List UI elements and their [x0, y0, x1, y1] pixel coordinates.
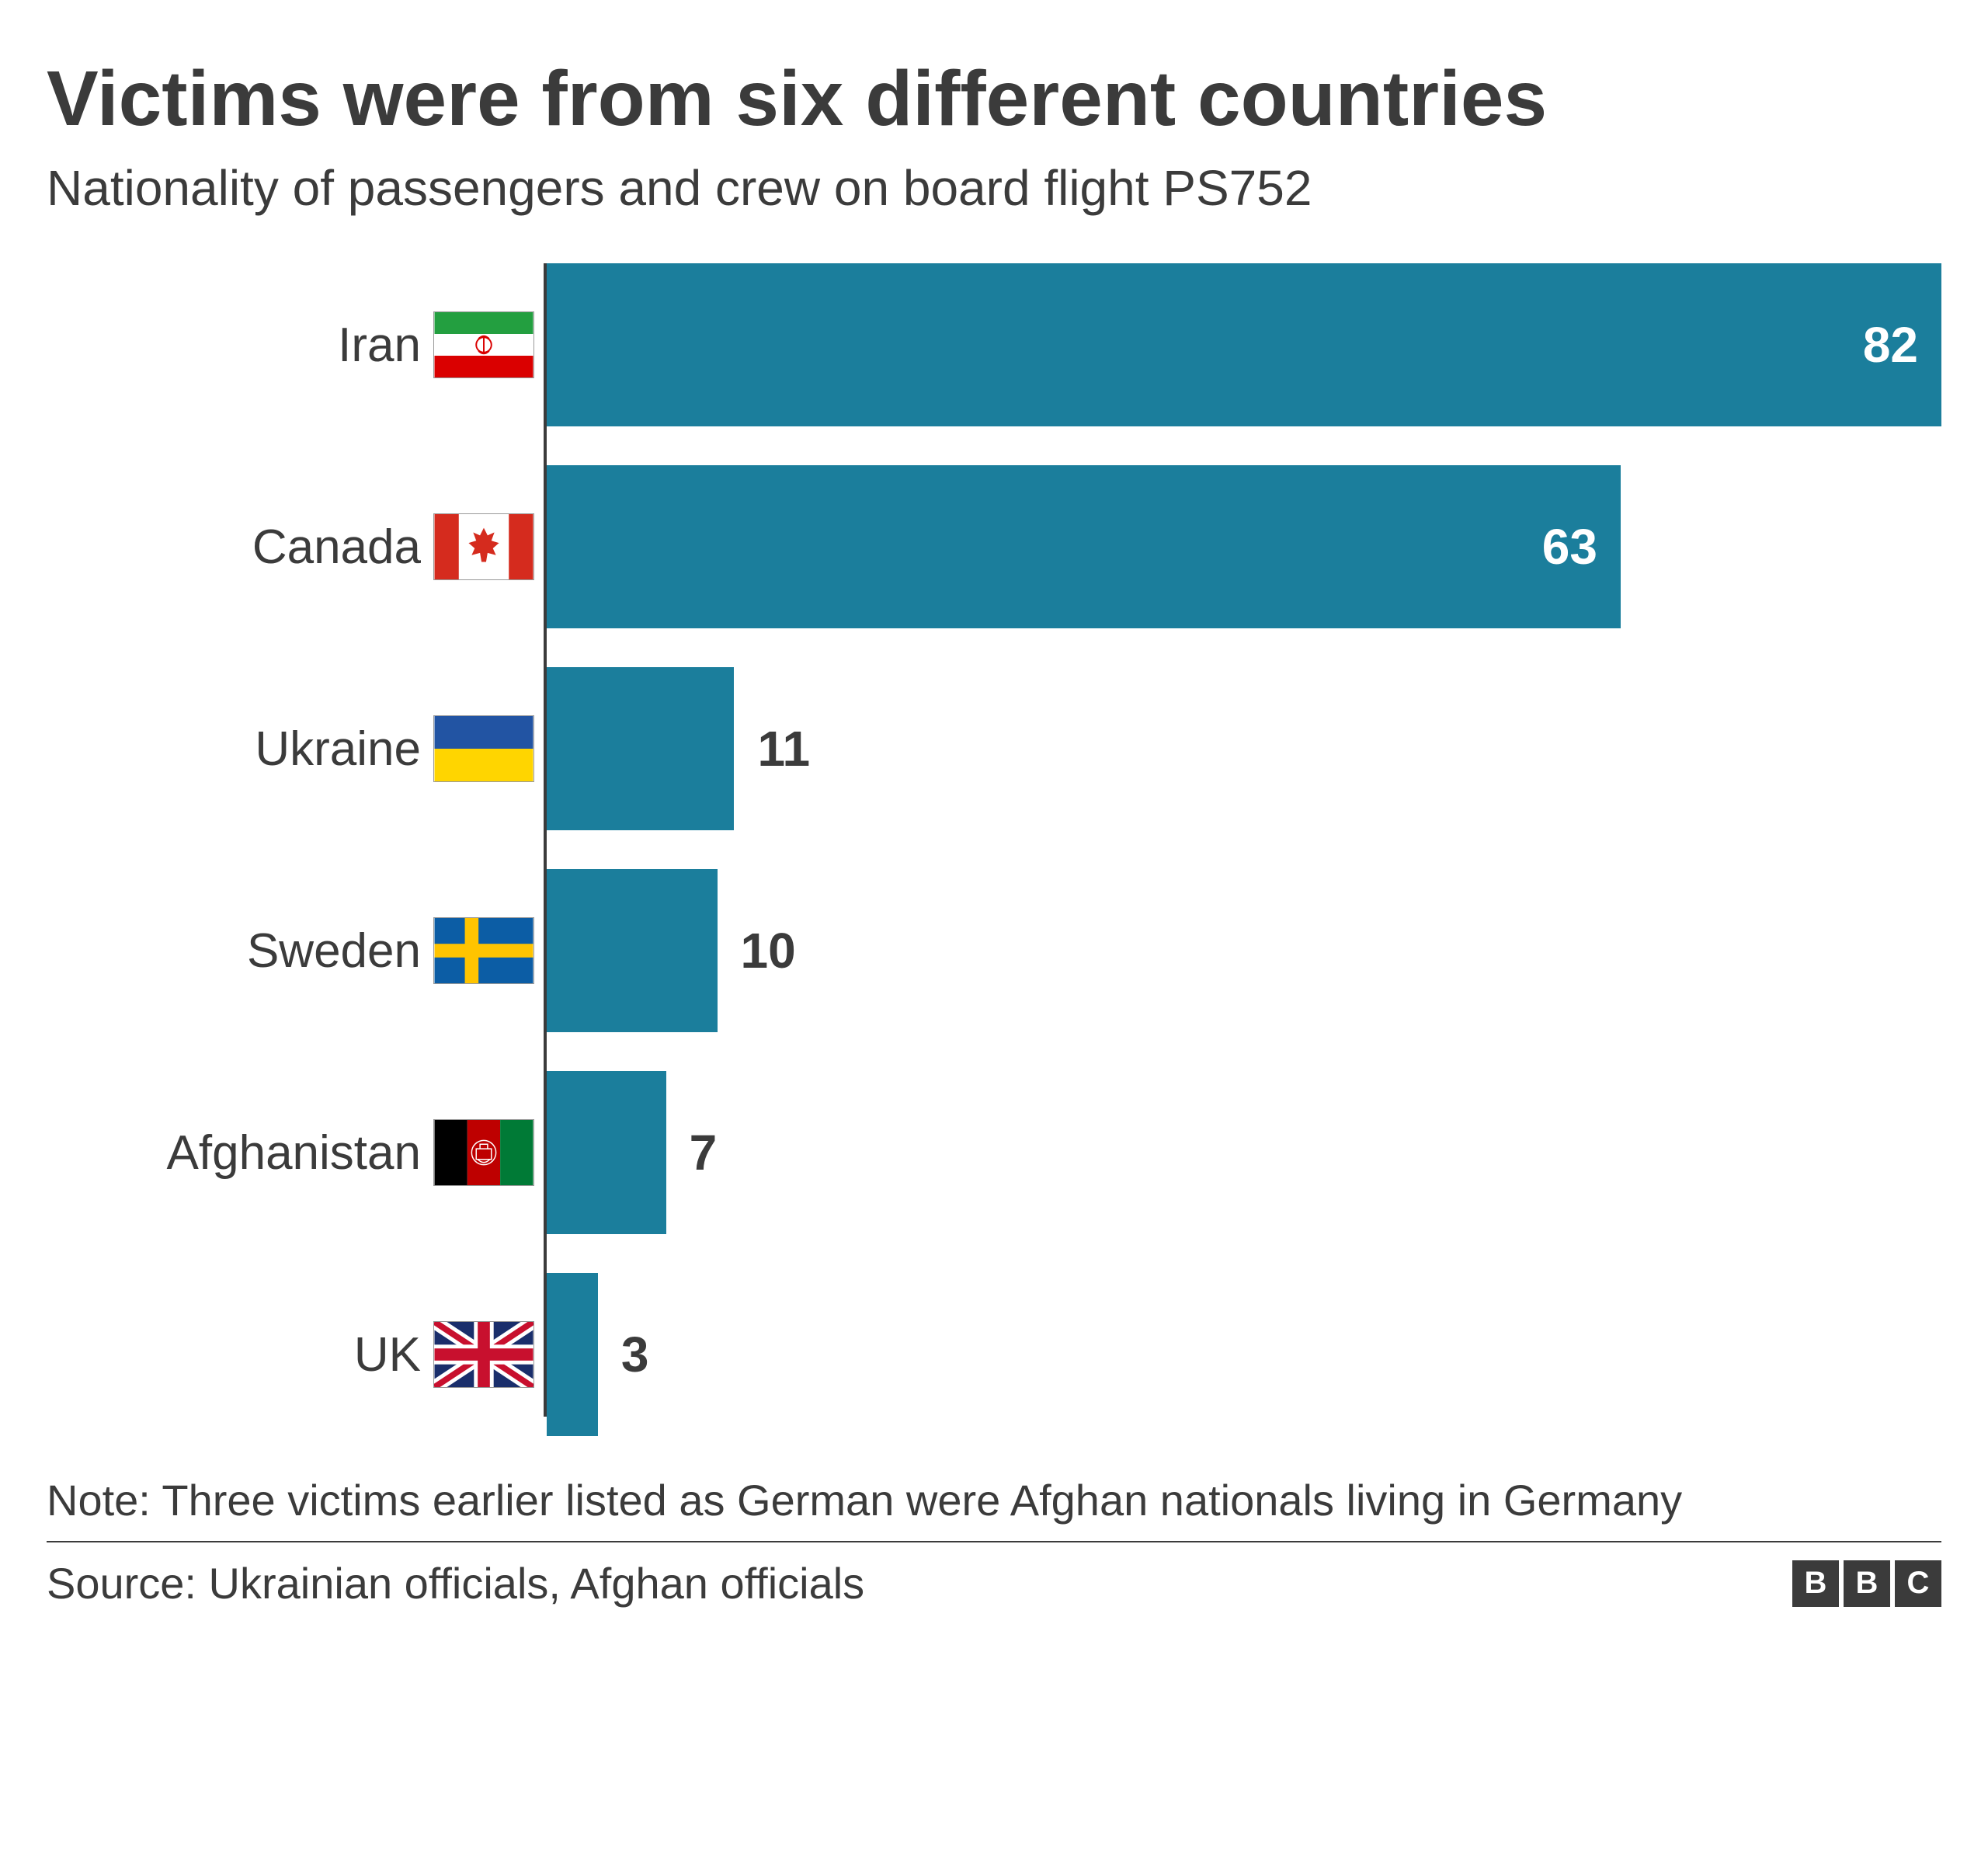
source-text: Source: Ukrainian officials, Afghan offi…: [47, 1558, 864, 1608]
country-label: Sweden: [247, 923, 421, 979]
footer: Source: Ukrainian officials, Afghan offi…: [47, 1558, 1941, 1608]
country-label: Ukraine: [255, 722, 421, 777]
page-subtitle: Nationality of passengers and crew on bo…: [47, 159, 1941, 217]
uk-flag-icon: [433, 1321, 534, 1388]
bbc-block: C: [1895, 1560, 1941, 1607]
row-label-wrap: Sweden: [247, 917, 534, 984]
bar-row: Sweden 10: [544, 869, 1941, 1032]
page-title: Victims were from six different countrie…: [47, 54, 1941, 144]
bar-row: Canada 63: [544, 465, 1941, 628]
row-label-wrap: UK: [354, 1321, 534, 1388]
y-axis-line: [544, 263, 547, 1417]
afghanistan-flag-icon: [433, 1119, 534, 1186]
bar-row: Iran 82: [544, 263, 1941, 426]
row-label-wrap: Canada: [252, 513, 534, 580]
bar-row: Afghanistan 7: [544, 1071, 1941, 1234]
ukraine-flag-icon: [433, 715, 534, 782]
bbc-block: B: [1792, 1560, 1839, 1607]
iran-flag-icon: [433, 311, 534, 378]
row-label-wrap: Ukraine: [255, 715, 534, 782]
canada-flag-icon: [433, 513, 534, 580]
bar: 82: [547, 263, 1941, 426]
country-label: UK: [354, 1327, 421, 1382]
sweden-flag-icon: [433, 917, 534, 984]
bbc-block: B: [1844, 1560, 1890, 1607]
bar-value: 63: [1542, 518, 1597, 576]
bbc-logo: BBC: [1792, 1560, 1941, 1607]
row-label-wrap: Iran: [338, 311, 534, 378]
bar-value: 11: [757, 720, 810, 777]
bar: [547, 667, 734, 830]
bar: 63: [547, 465, 1621, 628]
bar-row: Ukraine 11: [544, 667, 1941, 830]
bar: [547, 1071, 666, 1234]
country-label: Afghanistan: [167, 1125, 421, 1181]
bar-value: 7: [690, 1124, 718, 1181]
bar-value: 3: [621, 1326, 649, 1383]
row-label-wrap: Afghanistan: [167, 1119, 534, 1186]
bar-value: 10: [741, 922, 796, 979]
country-label: Canada: [252, 520, 421, 575]
bar: [547, 869, 718, 1032]
bar-row: UK 3: [544, 1273, 1941, 1436]
bar-value: 82: [1863, 316, 1918, 374]
bar: [547, 1273, 598, 1436]
chart-note: Note: Three victims earlier listed as Ge…: [47, 1475, 1941, 1542]
country-label: Iran: [338, 318, 421, 373]
bar-chart: Iran 82 Canada 63 Ukraine 11 Sweden: [47, 263, 1941, 1436]
